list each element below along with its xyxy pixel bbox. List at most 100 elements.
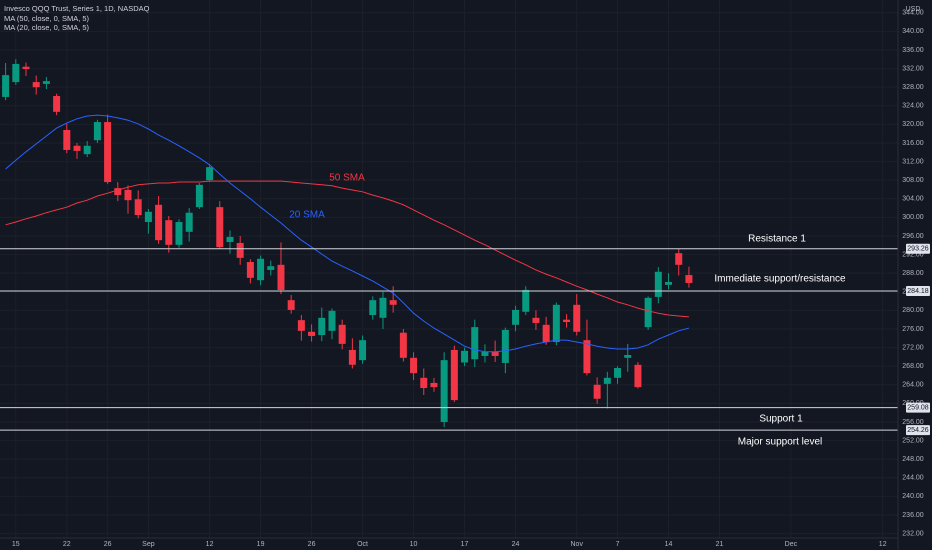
y-tick-label: 336.00 xyxy=(902,47,924,54)
candle-body xyxy=(522,289,530,312)
y-tick-label: 316.00 xyxy=(902,140,924,147)
candle-body xyxy=(195,184,203,208)
candle-body xyxy=(93,122,101,141)
candle-body xyxy=(348,349,356,365)
price-badge-label: 254.26 xyxy=(907,427,929,434)
x-tick-label: 26 xyxy=(308,541,316,548)
y-tick-label: 312.00 xyxy=(902,158,924,165)
candle-body xyxy=(440,360,448,422)
y-tick-label: 308.00 xyxy=(902,177,924,184)
candle-body xyxy=(53,96,61,112)
candle-body xyxy=(104,122,112,183)
candle-body xyxy=(573,304,581,332)
candle-body xyxy=(267,266,275,270)
candle-body xyxy=(389,300,397,305)
candle-body xyxy=(552,304,560,343)
grid xyxy=(0,0,898,538)
y-tick-label: 344.00 xyxy=(902,10,924,17)
legend-entry: MA (50, close, 0, SMA, 5) xyxy=(4,14,90,23)
candle-body xyxy=(665,282,673,285)
candle-body xyxy=(236,242,244,258)
ma-annotation: 20 SMA xyxy=(289,210,325,221)
x-tick-label: 14 xyxy=(665,541,673,548)
candle-body xyxy=(491,351,499,356)
candle-body xyxy=(22,66,30,70)
y-tick-label: 276.00 xyxy=(902,326,924,333)
candle-body xyxy=(399,332,407,358)
candle-body xyxy=(481,351,489,356)
x-tick-label: 12 xyxy=(879,541,887,548)
candle-body xyxy=(644,297,652,328)
candle-body xyxy=(124,189,132,201)
legend-entry: MA (20, close, 0, SMA, 5) xyxy=(4,23,90,32)
price-badge xyxy=(906,402,930,413)
y-tick-label: 304.00 xyxy=(902,196,924,203)
plot xyxy=(0,59,898,431)
candle-body xyxy=(532,317,540,323)
candle-body xyxy=(471,327,479,360)
y-tick-label: 296.00 xyxy=(902,233,924,240)
candle-body xyxy=(328,310,336,331)
candle-body xyxy=(226,236,234,243)
x-tick-label: 7 xyxy=(616,541,620,548)
candle-body xyxy=(359,340,367,361)
y-tick-label: 240.00 xyxy=(902,493,924,500)
x-tick-label: 22 xyxy=(63,541,71,548)
y-tick-label: 320.00 xyxy=(902,121,924,128)
y-tick-label: 236.00 xyxy=(902,512,924,519)
y-tick-label: 252.00 xyxy=(902,437,924,444)
candle-body xyxy=(369,300,377,316)
candle-body xyxy=(603,377,611,384)
candle-body xyxy=(63,129,71,150)
y-tick-label: 332.00 xyxy=(902,65,924,72)
candle-body xyxy=(257,258,265,281)
candle-body xyxy=(155,204,163,241)
x-tick-label: 17 xyxy=(461,541,469,548)
candle-body xyxy=(144,211,152,223)
candle-body xyxy=(114,188,122,196)
x-tick-label: 10 xyxy=(410,541,418,548)
candle-body xyxy=(512,309,520,325)
x-tick-label: 26 xyxy=(104,541,112,548)
price-badge xyxy=(906,243,930,254)
price-badge-label: 259.08 xyxy=(907,405,929,412)
candle-body xyxy=(175,222,183,245)
candle-body xyxy=(430,382,438,388)
candle-body xyxy=(450,349,458,401)
ma-line xyxy=(5,180,689,318)
candle-body xyxy=(410,357,418,374)
candle-body xyxy=(624,355,632,358)
y-axis-label: USD xyxy=(906,6,921,13)
y-tick-label: 264.00 xyxy=(902,382,924,389)
x-tick-label: 19 xyxy=(257,541,265,548)
level-label: Major support level xyxy=(738,437,822,448)
level-label: Support 1 xyxy=(759,413,803,424)
y-tick-label: 280.00 xyxy=(902,307,924,314)
candle-body xyxy=(165,220,173,245)
candle-body xyxy=(12,63,20,83)
candle-body xyxy=(634,364,642,388)
candle-body xyxy=(32,82,40,88)
candle-body xyxy=(563,319,571,323)
candle-body xyxy=(297,320,305,331)
y-tick-label: 340.00 xyxy=(902,28,924,35)
candle-body xyxy=(675,253,683,265)
candle-body xyxy=(318,317,326,336)
candle-body xyxy=(379,297,387,318)
candle-body xyxy=(246,262,254,278)
candle-body xyxy=(42,81,50,84)
y-tick-label: 244.00 xyxy=(902,475,924,482)
candle-body xyxy=(583,340,591,374)
y-tick-label: 272.00 xyxy=(902,344,924,351)
candle-body xyxy=(614,368,622,378)
x-tick-label: Dec xyxy=(785,541,798,548)
x-tick-label: 15 xyxy=(12,541,20,548)
price-badge-label: 284.18 xyxy=(907,288,929,295)
x-tick-label: Oct xyxy=(357,541,368,548)
x-tick-label: 21 xyxy=(716,541,724,548)
candle-body xyxy=(654,271,662,297)
candle-body xyxy=(83,145,91,155)
candle-body xyxy=(206,167,214,181)
